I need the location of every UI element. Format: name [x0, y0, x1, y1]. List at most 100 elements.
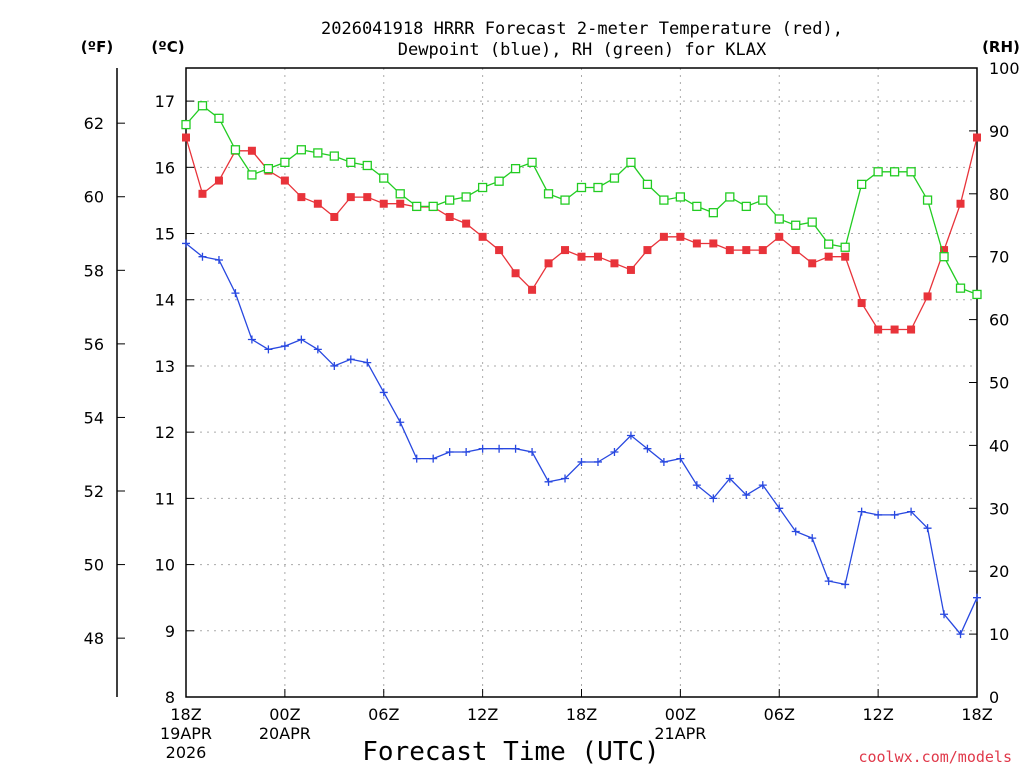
rh-point — [626, 157, 636, 168]
rh-point — [560, 195, 570, 205]
temperature-point — [528, 285, 537, 294]
x-tick-year: 2026 — [166, 743, 207, 762]
chart-title-line1: 2026041918 HRRR Forecast 2-meter Tempera… — [321, 19, 843, 39]
temperature-point — [725, 246, 734, 255]
rh-point — [906, 167, 916, 177]
dewpoint-point — [725, 474, 734, 483]
rh-point — [197, 101, 208, 111]
rh-tick-label: 30 — [989, 499, 1009, 518]
grid-lines — [186, 68, 977, 697]
rh-point — [214, 113, 224, 123]
rh-point — [296, 145, 307, 155]
rh-point — [445, 195, 455, 205]
dewpoint-series — [182, 239, 981, 639]
rh-point — [708, 208, 718, 218]
rh-point — [329, 151, 339, 161]
temperature-point — [841, 252, 850, 261]
rh-tick-label: 60 — [989, 311, 1009, 330]
rh-series — [181, 101, 982, 300]
temperature-point — [544, 259, 553, 268]
dewpoint-point — [907, 507, 916, 516]
dewpoint-point — [462, 448, 471, 457]
dewpoint-point — [396, 418, 405, 427]
rh-point — [692, 201, 702, 212]
temperature-point — [182, 133, 190, 142]
rh-point — [675, 192, 686, 202]
dewpoint-point — [742, 491, 751, 500]
dewpoint-point — [973, 593, 981, 602]
rh-point — [955, 283, 966, 293]
rh-point — [939, 252, 949, 262]
dewpoint-point — [643, 444, 652, 453]
rh-point — [543, 189, 554, 199]
f-tick-label: 56 — [84, 335, 104, 354]
dewpoint-point — [676, 454, 685, 463]
rh-point — [362, 160, 372, 171]
f-tick-label: 52 — [84, 482, 104, 501]
dewpoint-point — [280, 342, 289, 351]
dewpoint-point — [709, 494, 718, 503]
temperature-point — [577, 252, 586, 261]
temperature-point — [593, 252, 602, 261]
x-tick-label: 12Z — [862, 705, 893, 724]
temperature-point — [791, 246, 800, 255]
temperature-point — [511, 269, 520, 278]
rh-point — [659, 195, 669, 205]
temperature-point — [495, 246, 504, 255]
c-tick-label: 17 — [155, 92, 175, 111]
dewpoint-point — [511, 444, 520, 453]
dewpoint-point — [956, 630, 965, 639]
x-tick-date: 21APR — [654, 724, 706, 743]
dewpoint-point — [593, 457, 602, 466]
dewpoint-point — [874, 510, 883, 519]
rh-point — [840, 242, 850, 252]
rh-point — [972, 289, 982, 300]
plot-series — [181, 101, 982, 639]
unit-label-celsius: (ºC) — [151, 38, 184, 56]
dewpoint-point — [610, 448, 619, 457]
f-tick-label: 60 — [84, 188, 104, 207]
x-tick-label: 18Z — [170, 705, 201, 724]
rh-point — [593, 182, 603, 193]
dewpoint-point — [544, 477, 553, 486]
c-tick-label: 12 — [155, 423, 175, 442]
temperature-point — [692, 239, 701, 248]
temperature-point — [956, 199, 965, 208]
rh-point — [230, 145, 241, 155]
dewpoint-point — [791, 527, 800, 536]
rh-point — [725, 192, 735, 202]
temperature-point — [198, 189, 207, 198]
rh-point — [510, 163, 521, 174]
temperature-point — [610, 259, 619, 268]
rh-point — [527, 157, 537, 168]
temperature-point — [363, 193, 372, 202]
dewpoint-point — [198, 252, 207, 261]
rh-point — [379, 173, 389, 183]
temperature-point — [890, 325, 899, 334]
dewpoint-point — [758, 481, 767, 490]
rh-point — [181, 119, 191, 130]
dewpoint-point — [182, 239, 190, 248]
dewpoint-point — [429, 454, 438, 463]
temperature-point — [445, 212, 454, 221]
x-tick-label: 12Z — [467, 705, 498, 724]
temperature-point — [824, 252, 833, 261]
x-tick-label: 06Z — [368, 705, 399, 724]
c-tick-label: 9 — [165, 622, 175, 641]
x-tick-label: 18Z — [961, 705, 992, 724]
rh-tick-label: 50 — [989, 374, 1009, 393]
unit-label-fahrenheit: (ºF) — [81, 38, 113, 56]
temperature-point — [626, 265, 635, 274]
rh-point — [280, 157, 290, 168]
rh-point — [412, 201, 422, 212]
dewpoint-point — [528, 448, 537, 457]
axes — [116, 67, 978, 698]
temperature-point — [659, 232, 668, 241]
c-tick-label: 13 — [155, 357, 175, 376]
dewpoint-point — [495, 444, 504, 453]
dewpoint-point — [264, 345, 273, 354]
dewpoint-point — [824, 577, 833, 586]
rh-point — [774, 214, 784, 224]
